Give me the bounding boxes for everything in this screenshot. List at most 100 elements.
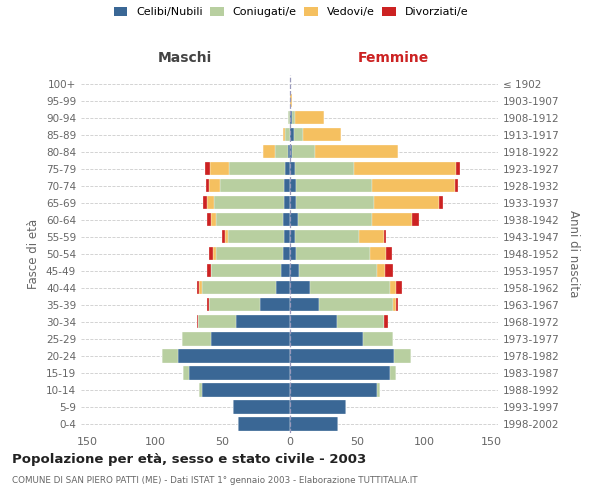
Bar [283,128,286,141]
Bar [290,179,296,192]
Bar [383,230,386,243]
Bar [214,196,284,209]
Bar [199,384,202,396]
Bar [211,332,290,345]
Bar [283,247,290,260]
Bar [281,264,290,278]
Bar [182,332,211,345]
Bar [359,230,383,243]
Bar [391,281,396,294]
Bar [290,196,296,209]
Bar [393,298,396,312]
Bar [290,247,296,260]
Bar [377,384,380,396]
Bar [371,179,455,192]
Bar [238,418,290,430]
Bar [295,230,359,243]
Bar [220,179,284,192]
Bar [364,332,393,345]
Bar [183,366,188,380]
Bar [209,247,213,260]
Bar [295,111,325,124]
Bar [386,247,392,260]
Bar [290,264,299,278]
Bar [211,213,215,226]
Bar [290,384,377,396]
Bar [290,128,293,141]
Bar [290,332,364,345]
Bar [292,145,315,158]
Bar [188,366,290,380]
Bar [370,247,386,260]
Bar [275,145,288,158]
Bar [295,162,354,175]
Y-axis label: Anni di nascita: Anni di nascita [568,210,580,298]
Bar [290,145,292,158]
Bar [394,350,410,362]
Legend: Celibi/Nubili, Coniugati/e, Vedovi/e, Divorziati/e: Celibi/Nubili, Coniugati/e, Vedovi/e, Di… [112,4,470,20]
Bar [455,179,458,192]
Bar [310,281,391,294]
Bar [299,264,377,278]
Bar [260,298,290,312]
Bar [303,128,341,141]
Bar [208,196,214,209]
Bar [283,213,290,226]
Bar [290,94,292,107]
Bar [208,213,211,226]
Bar [293,128,303,141]
Bar [290,111,292,124]
Bar [227,230,284,243]
Bar [298,213,371,226]
Bar [290,418,338,430]
Text: COMUNE DI SAN PIERO PATTI (ME) - Dati ISTAT 1° gennaio 2003 - Elaborazione TUTTI: COMUNE DI SAN PIERO PATTI (ME) - Dati IS… [12,476,418,485]
Bar [290,162,295,175]
Bar [290,400,346,413]
Bar [290,350,394,362]
Bar [385,264,393,278]
Bar [292,111,295,124]
Bar [290,366,391,380]
Bar [209,179,220,192]
Bar [290,213,298,226]
Bar [288,111,290,124]
Bar [225,230,227,243]
Bar [215,247,283,260]
Text: Popolazione per età, sesso e stato civile - 2003: Popolazione per età, sesso e stato civil… [12,452,366,466]
Bar [208,264,211,278]
Bar [208,298,209,312]
Y-axis label: Fasce di età: Fasce di età [28,218,40,289]
Bar [354,162,457,175]
Bar [263,145,275,158]
Bar [290,230,295,243]
Bar [284,230,290,243]
Bar [202,281,276,294]
Bar [213,247,215,260]
Bar [296,179,371,192]
Bar [319,298,393,312]
Bar [286,128,290,141]
Bar [276,281,290,294]
Bar [199,281,202,294]
Bar [296,196,374,209]
Bar [290,281,310,294]
Bar [439,196,443,209]
Bar [315,145,398,158]
Bar [178,350,290,362]
Bar [211,264,281,278]
Bar [290,315,337,328]
Bar [162,350,178,362]
Bar [198,315,236,328]
Bar [290,298,319,312]
Bar [457,162,460,175]
Bar [205,162,210,175]
Bar [233,400,290,413]
Bar [296,247,370,260]
Bar [229,162,286,175]
Bar [374,196,439,209]
Bar [391,366,396,380]
Bar [222,230,225,243]
Bar [202,384,290,396]
Bar [236,315,290,328]
Bar [412,213,419,226]
